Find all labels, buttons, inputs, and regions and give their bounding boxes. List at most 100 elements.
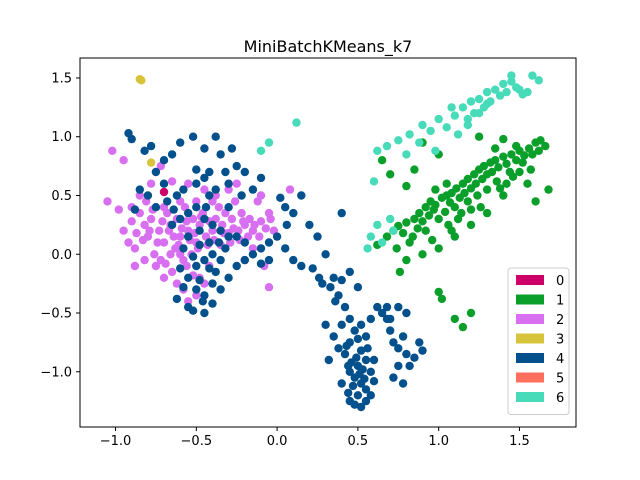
cluster-6-point [382, 141, 392, 151]
legend-swatch-2 [516, 314, 544, 324]
cluster-2-point [145, 226, 154, 235]
cluster-6-point [491, 85, 500, 94]
cluster-4-point [256, 244, 266, 253]
x-tick-label: 0.0 [267, 434, 288, 449]
cluster-4-point [356, 320, 366, 329]
cluster-4-point [224, 273, 233, 282]
cluster-1-point [452, 184, 461, 193]
cluster-4-point [167, 150, 177, 159]
cluster-4-point [151, 167, 161, 177]
cluster-2-point [153, 238, 162, 247]
cluster-6-point [431, 146, 440, 155]
cluster-4-point [176, 264, 185, 273]
cluster-4-point [398, 332, 408, 341]
cluster-1-point [471, 179, 480, 188]
cluster-2-point [184, 179, 193, 188]
cluster-1-point [502, 159, 511, 168]
cluster-4-point [373, 302, 382, 312]
cluster-2-point [140, 255, 149, 265]
cluster-4-point [216, 226, 225, 235]
cluster-4-point [344, 361, 353, 371]
legend-swatch-6 [516, 392, 544, 402]
cluster-4-point [200, 308, 209, 318]
cluster-4-point [363, 344, 372, 353]
cluster-1-point [434, 244, 443, 253]
cluster-2-point [130, 244, 140, 253]
cluster-4-point [361, 385, 371, 394]
cluster-1-point [413, 224, 422, 233]
cluster-3-point [137, 76, 146, 85]
cluster-6-point [474, 109, 484, 118]
cluster-4-point [143, 191, 153, 200]
cluster-1-point [447, 226, 456, 235]
cluster-4-point [208, 279, 217, 288]
cluster-6-point [366, 232, 375, 241]
cluster-4-point [211, 185, 220, 194]
cluster-2-point [167, 267, 177, 277]
cluster-1-point [536, 136, 545, 145]
cluster-4-point [176, 138, 185, 147]
cluster-2-point [255, 232, 264, 241]
cluster-6-point [450, 111, 459, 120]
legend[interactable]: 0 1 2 3 4 5 6 [507, 267, 570, 415]
cluster-2-point [250, 220, 259, 230]
cluster-2-point [230, 197, 240, 206]
cluster-1-point [402, 218, 411, 227]
cluster-4-point [337, 320, 346, 329]
cluster-2-point [266, 214, 275, 224]
cluster-4-point [192, 285, 201, 294]
cluster-4-point [345, 314, 354, 324]
cluster-4-point [240, 255, 249, 265]
x-axis: −1.0 −0.5 0.0 0.5 1.0 1.5 [100, 427, 530, 449]
cluster-6-point [507, 77, 516, 86]
y-axis: −1.0 −0.5 0.0 0.5 1.0 1.5 [40, 71, 80, 380]
cluster-4-point [350, 326, 359, 335]
cluster-4-point [146, 141, 156, 151]
cluster-4-point [410, 353, 419, 362]
cluster-4-point [205, 238, 214, 247]
cluster-1-point [502, 179, 511, 188]
cluster-1-point [499, 134, 508, 144]
cluster-4-point [195, 226, 204, 235]
cluster-1-point [487, 167, 497, 177]
cluster-1-point [460, 188, 469, 198]
cluster-6-point [442, 123, 451, 132]
cluster-1-point [421, 203, 430, 212]
cluster-6-point [463, 114, 472, 124]
cluster-2-point [169, 232, 178, 241]
cluster-4-point [135, 185, 144, 194]
cluster-4-point [211, 132, 220, 141]
cluster-1-point [382, 232, 392, 241]
cluster-2-point [239, 217, 248, 226]
cluster-4-point [297, 191, 306, 200]
cluster-4-point [329, 332, 338, 341]
cluster-4-point [394, 302, 403, 312]
cluster-6-point [528, 71, 537, 80]
cluster-1-point [528, 150, 537, 159]
cluster-4-point [329, 273, 338, 282]
cluster-1-point [474, 132, 484, 141]
cluster-1-point [534, 146, 543, 155]
cluster-1-point [518, 158, 527, 167]
cluster-4-point [418, 346, 427, 355]
cluster-4-point [256, 173, 266, 183]
cluster-1-point [466, 205, 476, 214]
cluster-4-point [240, 238, 249, 247]
cluster-4-point [216, 285, 225, 294]
cluster-6-point [389, 226, 398, 235]
cluster-2-point [182, 217, 191, 226]
legend-swatch-3 [516, 333, 544, 344]
cluster-6-point [434, 114, 443, 124]
cluster-4-point [366, 367, 375, 376]
cluster-2-point [155, 226, 164, 235]
cluster-4-point [192, 165, 201, 174]
x-tick-label: 1.5 [509, 434, 530, 449]
cluster-6-point [482, 87, 492, 97]
cluster-1-point [479, 161, 489, 171]
cluster-4-point [334, 344, 343, 353]
cluster-4-point [176, 214, 185, 224]
cluster-4-point [272, 232, 282, 241]
legend-swatch-5 [516, 372, 544, 383]
cluster-6-point [373, 146, 382, 155]
